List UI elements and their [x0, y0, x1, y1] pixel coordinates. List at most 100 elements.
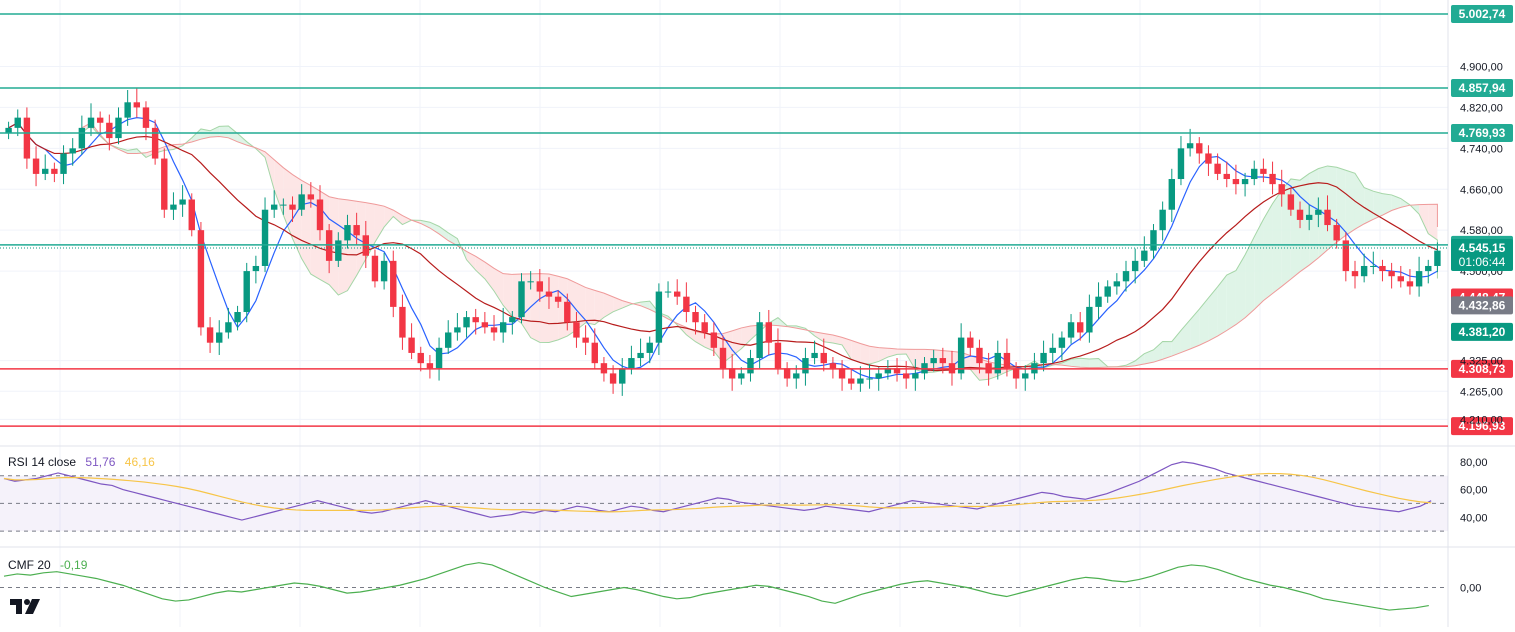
candle-body	[876, 373, 882, 378]
candle-body	[289, 205, 295, 210]
candle-body	[88, 118, 94, 128]
ichimoku-cloud	[1254, 219, 1263, 309]
price-tick-label: 4.265,00	[1460, 386, 1503, 398]
price-level-label: 4.769,93	[1459, 126, 1506, 140]
candle-body	[69, 148, 75, 153]
candle-body	[1004, 353, 1010, 368]
rsi-legend: RSI 14 close 51,76 46,16	[8, 455, 161, 469]
candle-body	[683, 297, 689, 312]
candle-body	[1306, 215, 1312, 220]
candle-body	[1297, 210, 1303, 220]
price-tick-label: 4.325,00	[1460, 356, 1503, 368]
candle-body	[674, 292, 680, 297]
price-tick-label: 4.900,00	[1460, 61, 1503, 73]
candle-body	[207, 327, 213, 342]
cmf-label: CMF 20	[8, 558, 51, 572]
candle-body	[436, 348, 442, 368]
candle-body	[161, 159, 167, 210]
candle-body	[756, 322, 762, 358]
candle-body	[976, 348, 982, 363]
ichimoku-cloud	[1172, 330, 1181, 356]
candle-body	[509, 317, 515, 322]
ichimoku-cloud	[595, 290, 604, 324]
rsi-tick-label: 40,00	[1460, 512, 1488, 524]
candle-body	[784, 368, 790, 378]
candle-body	[1022, 373, 1028, 378]
candle-body	[766, 322, 772, 342]
candle-body	[564, 302, 570, 322]
ichimoku-cloud	[860, 343, 869, 364]
candle-body	[811, 353, 817, 358]
candle-body	[381, 261, 387, 281]
candle-body	[1379, 266, 1385, 271]
candle-body	[967, 338, 973, 348]
candle-body	[244, 271, 250, 312]
candle-body	[802, 358, 808, 373]
candle-body	[1196, 143, 1202, 153]
candle-body	[1279, 184, 1285, 194]
candle-body	[179, 199, 185, 204]
ichimoku-cloud	[219, 126, 228, 138]
rsi-tick-label: 60,00	[1460, 485, 1488, 497]
candle-body	[500, 322, 506, 332]
candle-body	[1095, 297, 1101, 307]
candle-body	[665, 292, 671, 293]
candle-body	[353, 225, 359, 235]
candle-body	[555, 297, 561, 302]
candle-body	[857, 379, 863, 384]
candle-body	[1132, 261, 1138, 271]
candle-body	[317, 199, 323, 230]
ichimoku-cloud	[1419, 204, 1428, 233]
candle-body	[15, 118, 21, 128]
candle-body	[821, 353, 827, 363]
candle-body	[839, 368, 845, 378]
candle-body	[692, 312, 698, 322]
candle-body	[958, 338, 964, 374]
price-tick-label: 4.660,00	[1460, 184, 1503, 196]
ichimoku-cloud	[1218, 275, 1227, 336]
candle-body	[399, 307, 405, 338]
candle-body	[1352, 271, 1358, 276]
ichimoku-cloud	[1346, 170, 1355, 235]
rsi-label: RSI 14 close	[8, 455, 76, 469]
candle-body	[1123, 271, 1129, 281]
ichimoku-cloud	[1382, 194, 1391, 216]
candle-body	[1370, 266, 1376, 267]
ichimoku-cloud	[439, 226, 448, 240]
ichimoku-cloud	[586, 287, 595, 324]
candle-body	[1242, 179, 1248, 184]
candle-body	[1416, 271, 1422, 286]
candle-body	[134, 102, 140, 107]
candle-body	[298, 194, 304, 209]
candle-body	[1178, 148, 1184, 179]
candle-body	[1159, 210, 1165, 230]
candle-body	[115, 118, 121, 138]
ichimoku-cloud	[402, 216, 411, 225]
candle-body	[335, 240, 341, 260]
candle-body	[60, 153, 66, 173]
candle-body	[427, 363, 433, 368]
price-tick-label: 4.580,00	[1460, 225, 1503, 237]
ichimoku-cloud	[1071, 358, 1080, 367]
ichimoku-cloud	[1364, 188, 1373, 224]
candle-body	[1040, 353, 1046, 363]
candle-body	[1388, 271, 1394, 276]
ichimoku-cloud	[494, 268, 503, 305]
ichimoku-cloud	[375, 204, 384, 242]
candle-body	[1013, 368, 1019, 378]
price-tick-label: 4.820,00	[1460, 102, 1503, 114]
countdown-label: 01:06:44	[1459, 255, 1506, 269]
cmf-value: -0,19	[60, 558, 87, 572]
candle-body	[738, 373, 744, 378]
candle-body	[1224, 174, 1230, 179]
candle-body	[711, 332, 717, 347]
candle-body	[1269, 174, 1275, 184]
price-tag-label: 4.432,86	[1459, 298, 1506, 312]
candle-body	[271, 205, 277, 210]
candle-body	[701, 322, 707, 332]
ichimoku-cloud	[1300, 174, 1309, 272]
price-tick-label: 4.210,00	[1460, 414, 1503, 426]
candle-body	[775, 343, 781, 369]
